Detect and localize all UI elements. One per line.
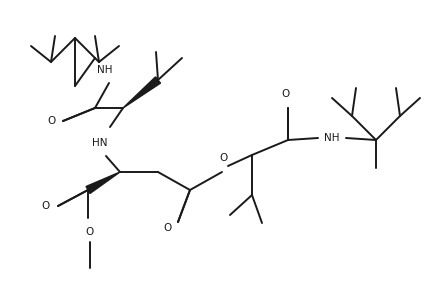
Text: O: O [220,153,228,163]
Polygon shape [86,172,120,194]
Text: O: O [164,223,172,233]
Text: NH: NH [97,65,113,75]
Text: O: O [282,89,290,99]
Text: O: O [86,227,94,237]
Text: HN: HN [92,138,108,148]
Text: O: O [42,201,50,211]
Text: NH: NH [324,133,340,143]
Polygon shape [123,77,161,108]
Text: O: O [47,116,55,126]
